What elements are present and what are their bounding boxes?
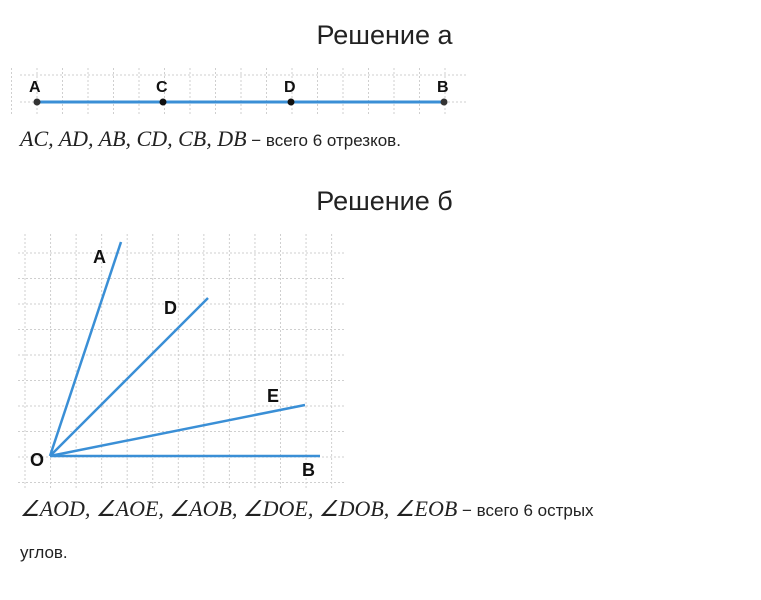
grid-a (11, 68, 466, 114)
answer-a: AC, AD, AB, CD, CB, DB − всего 6 отрезко… (20, 126, 401, 152)
label-ray-d: D (164, 298, 177, 318)
ray-oa (48, 241, 123, 457)
label-ray-b: B (302, 460, 315, 480)
answer-b-line2: углов. (20, 543, 68, 562)
point-c (159, 98, 167, 106)
grid-b (18, 234, 345, 488)
label-b: B (437, 79, 449, 96)
answer-a-math: AC, AD, AB, CD, CB, DB (20, 126, 247, 151)
answer-b: ∠AOD, ∠AOE, ∠AOB, ∠DOE, ∠DOB, ∠EOB − все… (20, 496, 594, 522)
heading-solution-a: Решение а (316, 20, 453, 50)
heading-solution-b: Решение б (316, 186, 453, 216)
label-ray-e: E (267, 386, 279, 406)
point-b (440, 98, 448, 106)
answer-b-text: − всего 6 острых (457, 501, 594, 520)
answer-a-text: − всего 6 отрезков. (246, 131, 401, 150)
answer-b-math: ∠AOD, ∠AOE, ∠AOB, ∠DOE, ∠DOB, ∠EOB (20, 496, 458, 521)
label-o: O (30, 450, 44, 470)
label-c: C (156, 79, 168, 96)
ray-oe (49, 403, 306, 458)
label-a: A (29, 79, 41, 96)
point-d (287, 98, 295, 106)
label-ray-a: A (93, 247, 106, 267)
point-a (33, 98, 41, 106)
label-d: D (284, 79, 296, 96)
ray-od (49, 297, 209, 457)
